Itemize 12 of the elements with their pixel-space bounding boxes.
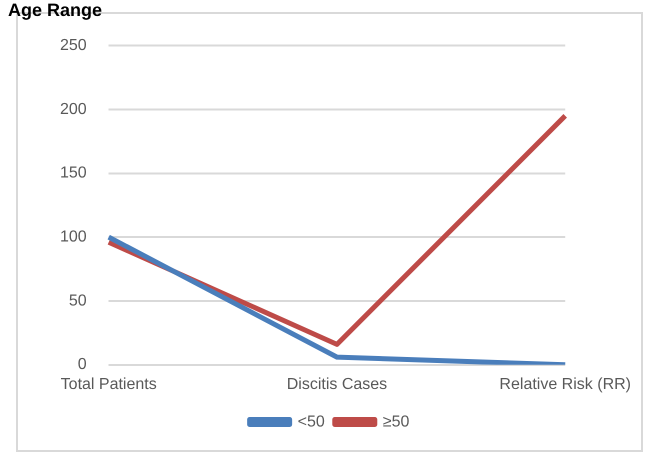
y-tick-label: 200 — [60, 100, 87, 118]
y-tick-label: 250 — [60, 37, 87, 54]
legend-label: ≥50 — [382, 413, 410, 430]
chart-title: Age Range — [8, 0, 104, 20]
y-tick-label: 100 — [60, 228, 87, 246]
y-tick-label: 150 — [60, 164, 87, 182]
legend-label: <50 — [298, 413, 325, 430]
y-tick-label: 0 — [78, 356, 87, 374]
x-tick-label: Total Patients — [60, 376, 157, 393]
x-tick-label: Relative Risk (RR) — [499, 376, 632, 393]
y-tick-label: 50 — [68, 292, 87, 310]
x-tick-label: Discitis Cases — [286, 376, 388, 393]
